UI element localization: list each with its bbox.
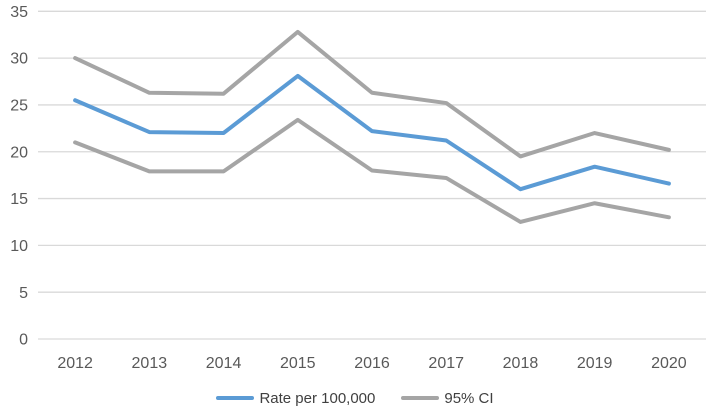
x-tick-label: 2020	[651, 355, 687, 372]
legend-line-marker	[216, 396, 255, 400]
y-tick-label: 15	[10, 191, 28, 208]
legend-line-marker	[401, 396, 440, 400]
x-tick-label: 2017	[428, 355, 464, 372]
y-tick-label: 30	[10, 51, 28, 68]
legend-label: Rate per 100,000	[259, 389, 376, 407]
chart-legend: Rate per 100,000 95% CI	[0, 384, 710, 412]
x-tick-label: 2016	[354, 355, 390, 372]
x-tick-label: 2015	[280, 355, 316, 372]
ci-upper-line	[73, 29, 671, 159]
legend-item: 95% CI	[401, 389, 494, 407]
x-tick-label: 2013	[132, 355, 168, 372]
legend-item: Rate per 100,000	[216, 390, 375, 407]
y-tick-label: 0	[19, 332, 28, 349]
line-chart: 0 5 10 15 20 25 30 35 2012 2013 2014 2015 2016 2017 20…	[10, 4, 706, 372]
y-tick-label: 20	[10, 144, 28, 161]
x-tick-label: 2019	[577, 355, 613, 372]
y-tick-label: 25	[10, 98, 28, 115]
x-tick-label: 2012	[57, 355, 93, 372]
y-tick-label: 5	[19, 285, 28, 302]
ci-lower-line	[73, 117, 671, 224]
y-tick-label: 10	[10, 238, 28, 255]
legend-label: 95% CI	[444, 389, 494, 407]
x-tick-label: 2014	[206, 355, 242, 372]
y-tick-label: 35	[10, 4, 28, 21]
rate-line	[73, 73, 671, 192]
x-tick-label: 2018	[503, 355, 539, 372]
